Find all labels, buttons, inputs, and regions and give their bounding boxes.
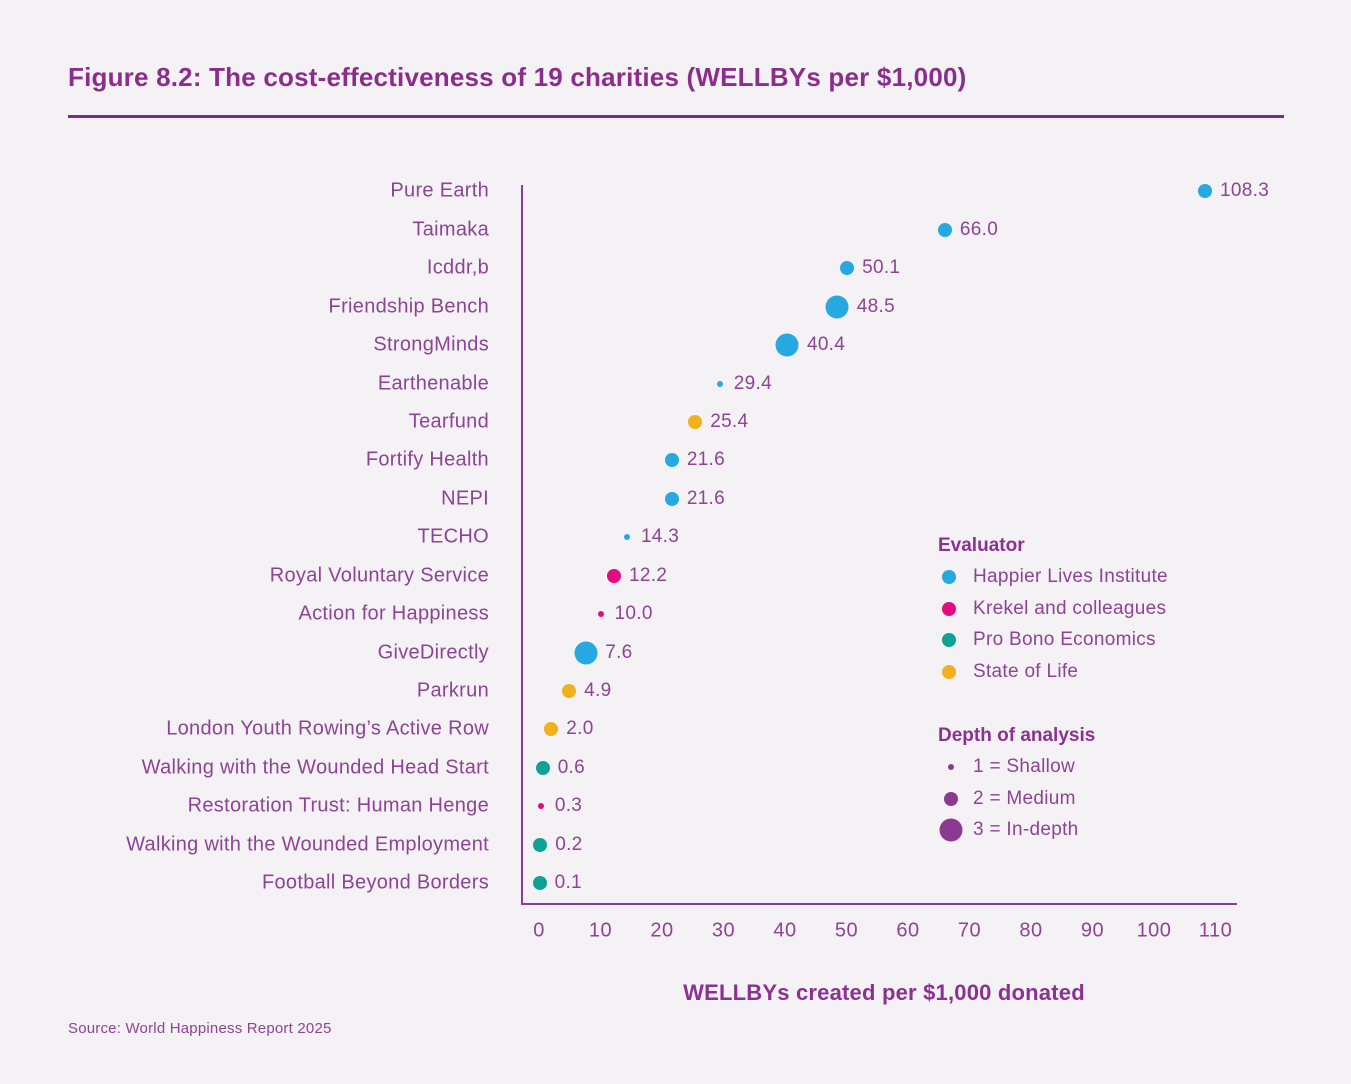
data-point-value: 7.6 (605, 641, 633, 663)
data-point-value: 10.0 (614, 603, 653, 625)
source-note: Source: World Happiness Report 2025 (68, 1020, 332, 1037)
charity-label: Parkrun (416, 679, 489, 702)
charity-label: TECHO (417, 525, 489, 548)
data-point-dot (664, 453, 679, 468)
x-axis-tick: 20 (650, 919, 674, 942)
x-axis-tick: 110 (1198, 919, 1233, 942)
x-axis-tick: 100 (1136, 919, 1172, 942)
data-point-dot (716, 380, 723, 387)
evaluator-legend-title: Evaluator (938, 535, 1025, 556)
depth-legend-dot (948, 764, 954, 770)
x-axis-tick: 50 (834, 919, 859, 942)
x-axis-tick: 0 (533, 919, 545, 942)
data-point-value: 25.4 (710, 410, 749, 432)
data-point-dot (532, 876, 547, 891)
charity-label: Icddr,b (426, 256, 489, 279)
charity-label: Royal Voluntary Service (269, 564, 489, 587)
data-point-dot (664, 491, 679, 506)
data-point-value: 66.0 (959, 218, 999, 240)
charity-label: Friendship Bench (328, 295, 489, 318)
data-point-dot (544, 722, 559, 737)
evaluator-legend-label: Krekel and colleagues (973, 597, 1167, 619)
data-point-dot (1198, 184, 1213, 199)
data-point-value: 14.3 (640, 526, 680, 548)
evaluator-legend-dot (942, 664, 956, 679)
evaluator-legend-label: Pro Bono Economics (973, 629, 1156, 650)
charity-label: Action for Happiness (298, 602, 489, 625)
data-point-value: 0.6 (557, 756, 586, 778)
charity-label: GiveDirectly (377, 641, 489, 664)
data-point-value: 21.6 (686, 449, 726, 471)
data-point-dot (574, 641, 598, 665)
evaluator-legend-label: Happier Lives Institute (973, 566, 1168, 587)
charity-label: London Youth Rowing’s Active Row (166, 717, 489, 740)
charity-label: Walking with the Wounded Employment (126, 833, 489, 856)
figure-title: Figure 8.2: The cost-effectiveness of 19… (68, 62, 967, 92)
x-axis-line (521, 903, 1237, 905)
x-axis-tick: 80 (1019, 919, 1043, 942)
data-point-dot (937, 222, 952, 237)
data-point-dot (535, 760, 550, 775)
data-point-value: 29.4 (733, 372, 772, 394)
depth-legend-label: 3 = In-depth (973, 819, 1079, 840)
data-point-dot (775, 333, 799, 357)
data-point-dot (825, 295, 849, 319)
charity-label: Football Beyond Borders (261, 871, 489, 894)
data-point-value: 2.0 (566, 718, 594, 740)
data-point-value: 21.6 (686, 487, 726, 509)
depth-legend-dot (939, 818, 963, 842)
x-axis-tick: 70 (957, 919, 982, 942)
data-point-value: 50.1 (862, 257, 901, 279)
charity-label: Walking with the Wounded Head Start (141, 756, 489, 779)
data-point-dot (537, 803, 544, 810)
evaluator-legend-label: State of Life (973, 660, 1079, 682)
charity-label: Taimaka (412, 218, 489, 241)
depth-legend-label: 2 = Medium (973, 787, 1076, 809)
data-point-value: 108.3 (1220, 180, 1270, 202)
data-point-dot (623, 534, 630, 541)
data-point-value: 0.1 (554, 872, 582, 894)
data-point-dot (840, 261, 855, 276)
x-axis-tick: 90 (1080, 919, 1105, 942)
x-axis-tick: 40 (773, 919, 797, 942)
data-point-dot (562, 684, 577, 699)
charity-label: Earthenable (377, 372, 489, 394)
data-point-dot (688, 414, 703, 429)
depth-legend-dot (944, 791, 958, 806)
depth-legend-label: 1 = Shallow (973, 756, 1076, 777)
data-point-value: 40.4 (806, 334, 846, 356)
title-underline (68, 115, 1284, 118)
charity-label: Pure Earth (390, 179, 489, 202)
x-axis-tick: 60 (896, 919, 920, 942)
x-axis-tick: 10 (588, 919, 613, 942)
data-point-dot (533, 837, 548, 852)
charity-label: Tearfund (408, 410, 489, 433)
evaluator-legend-dot (942, 601, 956, 616)
y-axis-line (521, 185, 523, 905)
depth-legend-title: Depth of analysis (938, 725, 1096, 746)
data-point-dot (607, 568, 622, 583)
data-point-value: 48.5 (856, 295, 895, 317)
x-axis-title: WELLBYs created per $1,000 donated (683, 980, 1085, 1005)
data-point-dot (597, 611, 604, 618)
evaluator-legend-dot (942, 570, 956, 584)
charity-label: Restoration Trust: Human Henge (187, 794, 489, 817)
evaluator-legend-dot (942, 633, 956, 647)
charity-label: Fortify Health (365, 448, 489, 471)
data-point-value: 0.3 (554, 795, 583, 817)
charity-label: NEPI (441, 487, 489, 510)
charity-label: StrongMinds (373, 333, 489, 356)
data-point-value: 0.2 (555, 833, 583, 855)
data-point-value: 4.9 (584, 680, 612, 702)
x-axis-tick: 30 (711, 919, 736, 942)
data-point-value: 12.2 (629, 564, 668, 586)
